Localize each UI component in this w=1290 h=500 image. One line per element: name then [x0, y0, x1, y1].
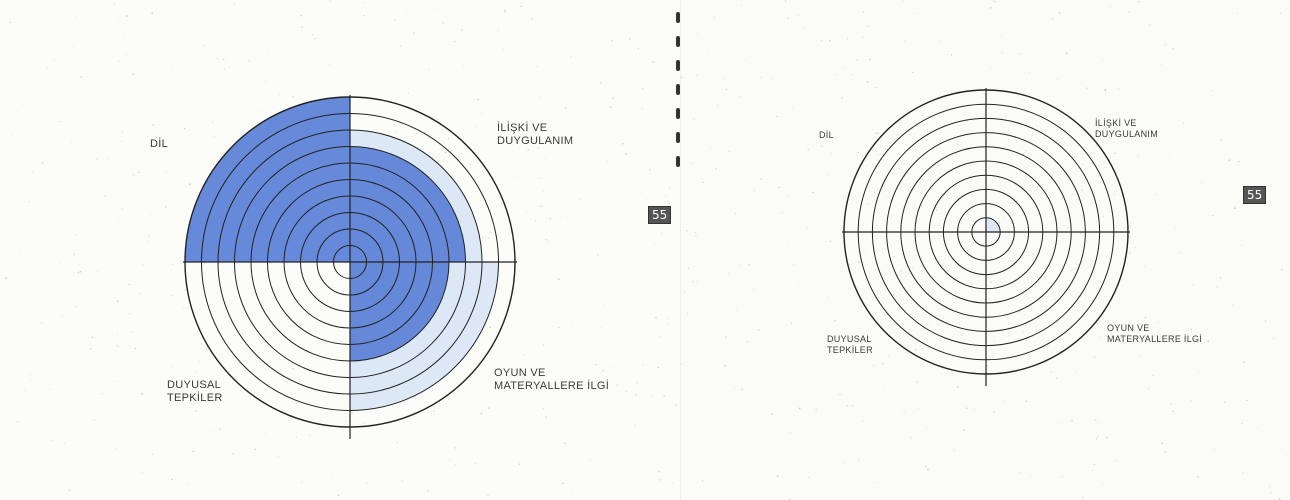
right-scan-panel: DİL İLİŞKİ VE DUYGULANIM DUYUSAL TEPKİLE… [680, 0, 1290, 500]
shade-top-right-heavy [350, 146, 466, 262]
page-number-badge: 55 [648, 206, 672, 224]
label-iliski-duygulanim: İLİŞKİ VE DUYGULANIM [1095, 118, 1159, 139]
page-number-badge: 55 [1243, 186, 1267, 204]
label-iliski-duygulanim: İLİŞKİ VE DUYGULANIM [497, 122, 574, 147]
label-duyusal-tepkiler: DUYUSAL TEPKİLER [167, 379, 223, 404]
binding-mark [676, 36, 680, 47]
binding-mark [676, 60, 680, 71]
binding-mark [676, 132, 680, 143]
binding-mark [676, 108, 680, 119]
development-wheel-left [183, 95, 517, 439]
development-wheel-right [842, 88, 1130, 386]
label-dil: DİL [150, 138, 169, 150]
left-scan-panel: DİL İLİŞKİ VE DUYGULANIM DUYUSAL TEPKİLE… [0, 0, 680, 497]
binding-mark [676, 12, 680, 23]
binding-mark [676, 156, 680, 167]
binding-mark [676, 84, 680, 95]
shade-top-left-heavy [185, 97, 350, 262]
shade-top-right-light [986, 217, 1001, 232]
label-oyun-materyallere-ilgi: OYUN VE MATERYALLERE İLGİ [1107, 323, 1203, 344]
label-oyun-materyallere-ilgi: OYUN VE MATERYALLERE İLGİ [494, 367, 610, 392]
shade-bottom-right-heavy [350, 262, 449, 361]
label-dil: DİL [819, 130, 834, 140]
label-duyusal-tepkiler: DUYUSAL TEPKİLER [827, 334, 873, 355]
